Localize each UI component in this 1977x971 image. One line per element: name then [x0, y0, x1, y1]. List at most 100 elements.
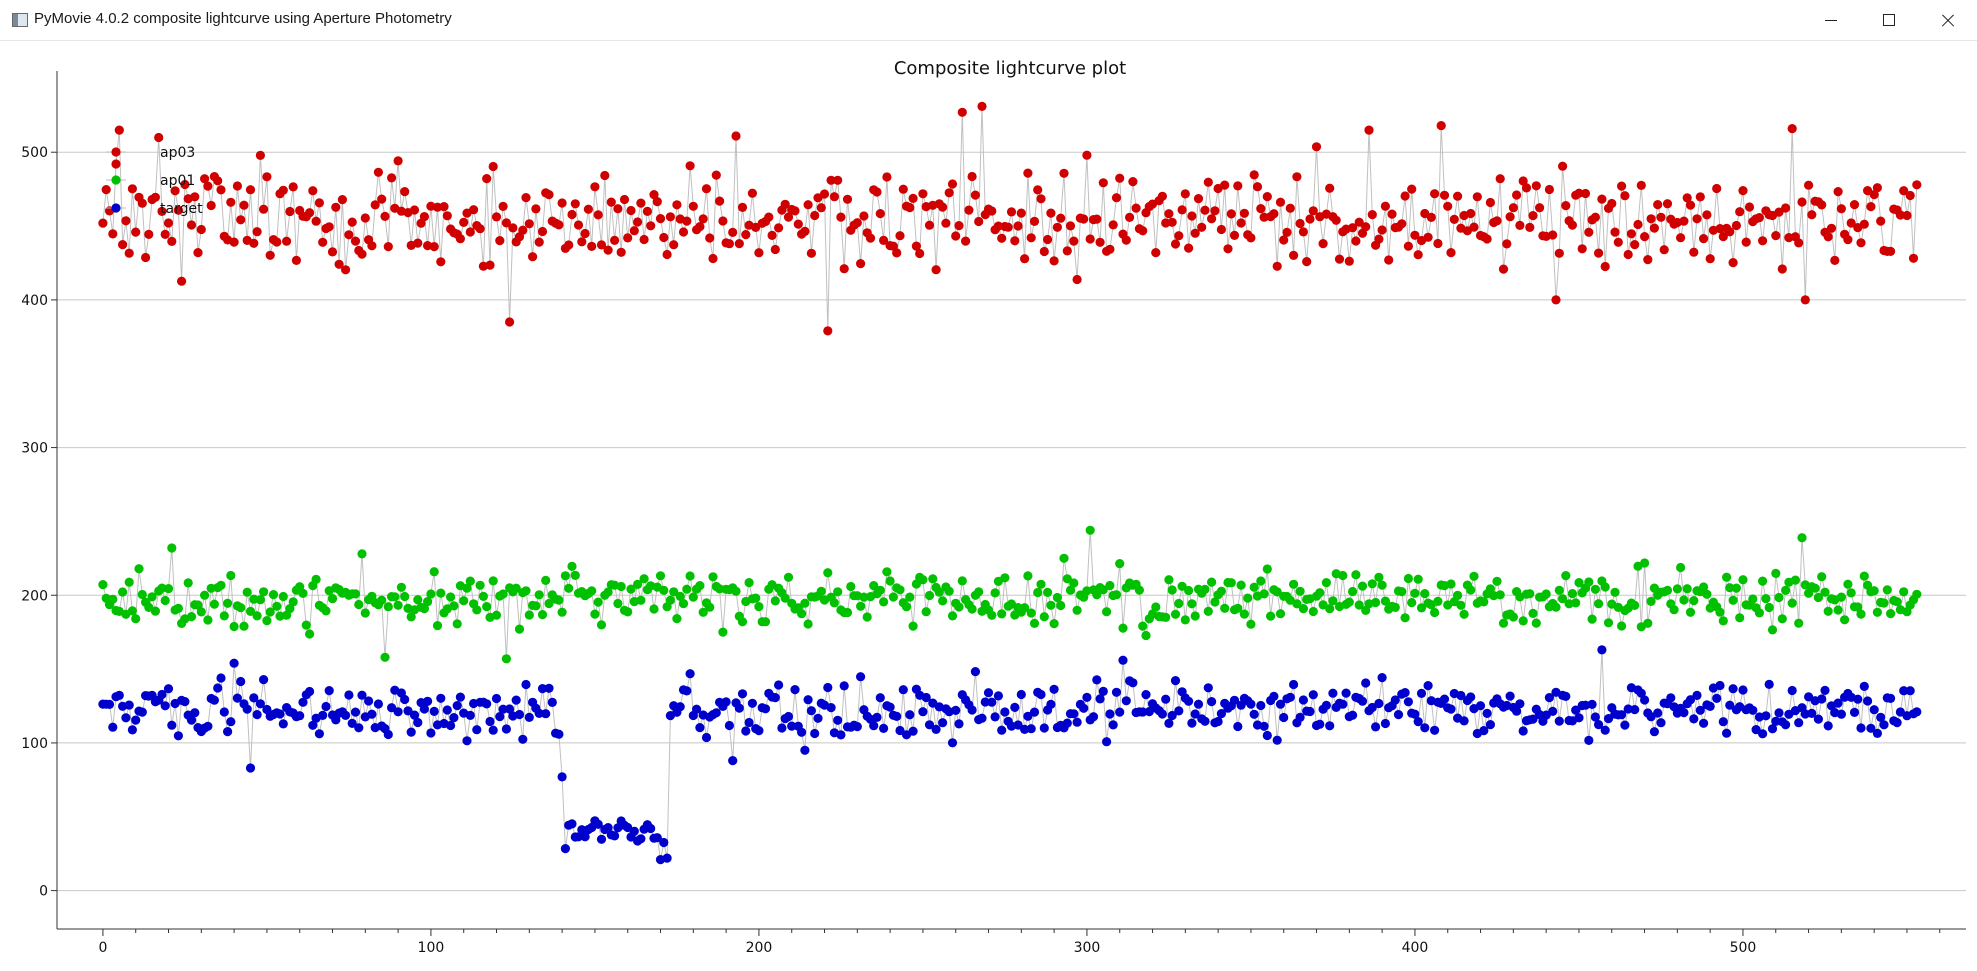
plot-area[interactable]: Composite lightcurve plot 0 100 200 300 400 5…	[0, 41, 1977, 971]
data-point-ap03	[1269, 209, 1279, 219]
data-point-ap01	[118, 587, 128, 597]
data-point-ap03	[642, 206, 653, 216]
data-point-ap01	[672, 614, 682, 624]
data-point-ap01	[1495, 590, 1505, 600]
data-point-ap01	[1531, 618, 1541, 628]
minimize-icon[interactable]	[1802, 0, 1860, 40]
data-point-ap03	[442, 211, 452, 221]
data-point-ap01	[223, 598, 233, 608]
data-point-target	[1794, 718, 1804, 728]
data-point-ap01	[350, 589, 361, 599]
data-point-ap03	[1558, 161, 1568, 171]
data-point-ap03	[1187, 211, 1197, 221]
data-point-target	[1190, 709, 1200, 719]
data-point-ap03	[1046, 208, 1056, 218]
data-point-ap01	[465, 576, 475, 586]
data-point-target	[255, 699, 265, 709]
lightcurve-chart[interactable]: 0 100 200 300 400 500 0 100 200 300 400 500 ap03 ap01…	[0, 41, 1977, 971]
data-point-ap03	[203, 181, 213, 191]
data-point-ap03	[780, 199, 790, 209]
data-point-ap03	[1794, 238, 1804, 248]
data-point-ap01	[390, 592, 400, 602]
data-point-ap01	[1220, 603, 1230, 613]
data-point-ap01	[131, 614, 141, 624]
data-point-ap03	[163, 218, 174, 228]
data-point-ap01	[1141, 630, 1151, 641]
data-point-target	[1869, 705, 1879, 715]
data-point-ap01	[754, 602, 764, 612]
data-point-ap01	[800, 598, 810, 608]
data-point-ap03	[239, 200, 249, 210]
data-point-ap03	[278, 185, 288, 195]
data-point-ap01	[432, 621, 443, 631]
data-point-ap03	[1505, 212, 1515, 222]
data-point-ap03	[1643, 255, 1653, 265]
data-point-ap03	[1334, 254, 1345, 264]
data-point-target	[436, 693, 446, 703]
data-point-ap03	[1039, 246, 1049, 257]
data-point-target	[1459, 716, 1469, 726]
data-point-target	[557, 772, 567, 782]
data-point-ap03	[819, 189, 830, 199]
data-point-ap03	[465, 227, 475, 237]
data-point-ap03	[728, 227, 738, 237]
data-point-target	[987, 697, 997, 707]
data-point-target	[108, 722, 118, 732]
data-point-target	[1466, 692, 1476, 702]
data-point-target	[1512, 706, 1522, 716]
data-point-ap03	[1626, 229, 1636, 239]
data-point-ap03	[977, 101, 987, 111]
data-point-target	[760, 704, 771, 714]
data-point-ap01	[1151, 602, 1161, 612]
data-point-ap01	[1246, 619, 1256, 629]
data-point-target	[983, 688, 994, 698]
data-point-ap01	[1118, 623, 1128, 633]
close-icon[interactable]	[1918, 0, 1976, 40]
data-point-ap01	[1259, 589, 1269, 599]
data-point-target	[872, 712, 882, 723]
data-point-ap03	[1869, 190, 1879, 200]
x-tick-label: 500	[1730, 940, 1757, 956]
data-point-ap03	[790, 206, 800, 216]
data-point-target	[400, 694, 410, 705]
data-point-ap03	[1430, 189, 1440, 199]
data-point-ap03	[226, 197, 236, 207]
data-point-ap03	[1374, 234, 1384, 244]
data-point-target	[1138, 707, 1148, 717]
chart-title: Composite lightcurve plot	[893, 58, 1127, 79]
data-point-ap03	[1325, 183, 1335, 193]
data-point-target	[314, 729, 324, 739]
data-point-ap03	[1531, 181, 1541, 191]
data-point-ap03	[1912, 180, 1922, 190]
data-point-ap03	[131, 227, 141, 237]
data-point-ap03	[583, 204, 594, 214]
data-point-target	[541, 709, 551, 719]
data-point-target	[947, 738, 958, 748]
data-point-target	[114, 690, 124, 701]
data-point-ap01	[1485, 584, 1495, 594]
data-point-target	[1548, 706, 1558, 717]
data-point-ap01	[1203, 606, 1213, 617]
data-point-ap01	[482, 602, 492, 612]
data-point-target	[491, 693, 502, 704]
data-point-ap03	[337, 195, 347, 205]
data-point-ap03	[987, 206, 997, 216]
data-point-target	[308, 720, 318, 730]
data-point-ap01	[98, 580, 108, 590]
data-point-target	[1295, 712, 1305, 723]
window-title: PyMovie 4.0.2 composite lightcurve using…	[34, 10, 452, 27]
maximize-icon[interactable]	[1860, 0, 1918, 40]
data-point-target	[567, 819, 577, 829]
data-point-ap03	[334, 259, 344, 269]
data-point-ap03	[1115, 173, 1125, 183]
data-point-ap03	[1252, 182, 1263, 192]
data-point-ap01	[554, 595, 564, 605]
data-point-ap01	[934, 587, 944, 597]
data-point-ap01	[859, 592, 869, 602]
data-point-ap03	[1433, 238, 1443, 249]
data-point-ap03	[705, 233, 715, 243]
data-point-target	[596, 834, 607, 844]
data-point-ap03	[1256, 204, 1266, 214]
data-point-ap01	[1420, 589, 1430, 599]
data-point-target	[636, 834, 646, 844]
